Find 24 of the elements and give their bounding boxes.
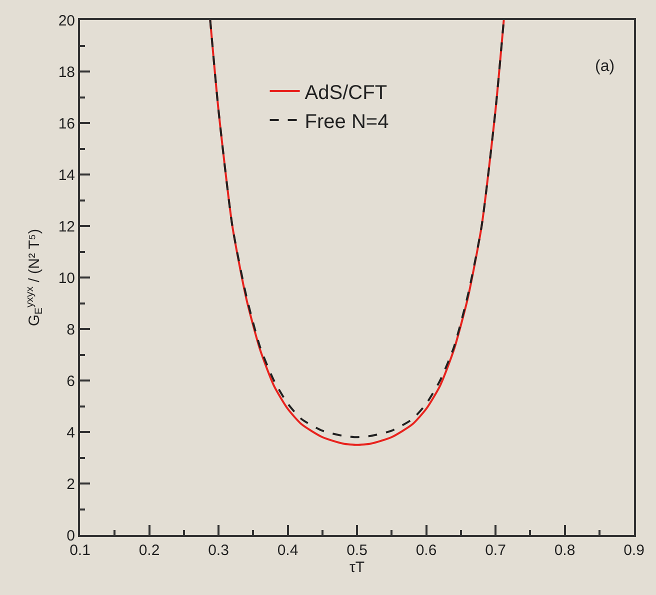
y-tick-label: 18: [58, 64, 75, 81]
x-tick-label: 0.9: [624, 542, 644, 559]
x-tick-label: 0.2: [138, 542, 160, 559]
y-tick-label: 20: [58, 12, 75, 30]
y-tick-label: 0: [66, 527, 75, 544]
x-tick-label: 0.7: [485, 542, 506, 559]
legend-label: AdS/CFT: [304, 82, 388, 104]
y-tick-label: 10: [58, 270, 75, 287]
y-tick-label: 6: [66, 372, 75, 390]
x-tick-label: 0.5: [346, 542, 368, 559]
x-tick-label: 0.8: [554, 542, 576, 559]
legend-label: Free N=4: [304, 110, 389, 133]
y-tick-label: 4: [66, 424, 75, 442]
x-tick-label: 0.3: [208, 542, 229, 559]
y-tick-label: 12: [58, 218, 75, 236]
y-tick-label: 2: [66, 476, 75, 493]
x-tick-label: 0.4: [277, 542, 298, 559]
x-tick-label: 0.6: [416, 542, 437, 559]
y-tick-label: 16: [58, 115, 75, 132]
y-tick-label: 14: [58, 166, 75, 184]
y-tick-label: 8: [66, 321, 75, 338]
annotation: (a): [595, 58, 615, 75]
x-tick-label: 0.1: [70, 542, 90, 559]
x-axis-title: τT: [349, 559, 365, 576]
